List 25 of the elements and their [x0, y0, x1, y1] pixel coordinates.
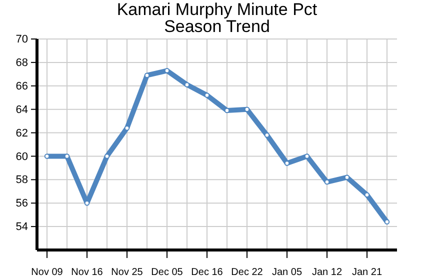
y-tick-label: 60	[16, 150, 28, 163]
y-tick-label: 58	[16, 174, 28, 186]
y-tick-label: 70	[16, 34, 28, 46]
x-tick-label: Jan 21	[352, 267, 382, 278]
x-tick-label: Nov 16	[71, 267, 104, 278]
point	[384, 219, 390, 224]
x-tick-label: Jan 05	[272, 267, 302, 278]
y-tick-label: 56	[16, 198, 28, 210]
y-tick-label: 54	[16, 221, 28, 234]
point	[184, 82, 190, 88]
point	[204, 92, 210, 98]
y-tick-label: 62	[16, 127, 28, 140]
point	[104, 154, 110, 159]
x-tick-label: Jan 12	[312, 267, 342, 278]
y-tick-label: 64	[16, 104, 28, 116]
x-tick-label: Dec 22	[231, 267, 264, 278]
x-tick-label: Dec 16	[191, 267, 224, 278]
y-tick-label: 68	[16, 56, 28, 69]
x-tick-label: Nov 25	[111, 267, 144, 278]
x-tick-label: Dec 05	[151, 267, 184, 278]
chart-title: Kamari Murphy Minute Pct Season Trend	[116, 0, 318, 36]
point	[364, 192, 370, 198]
x-tick-label: Nov 09	[31, 267, 64, 278]
y-tick-label: 66	[16, 80, 28, 92]
point	[264, 132, 270, 138]
